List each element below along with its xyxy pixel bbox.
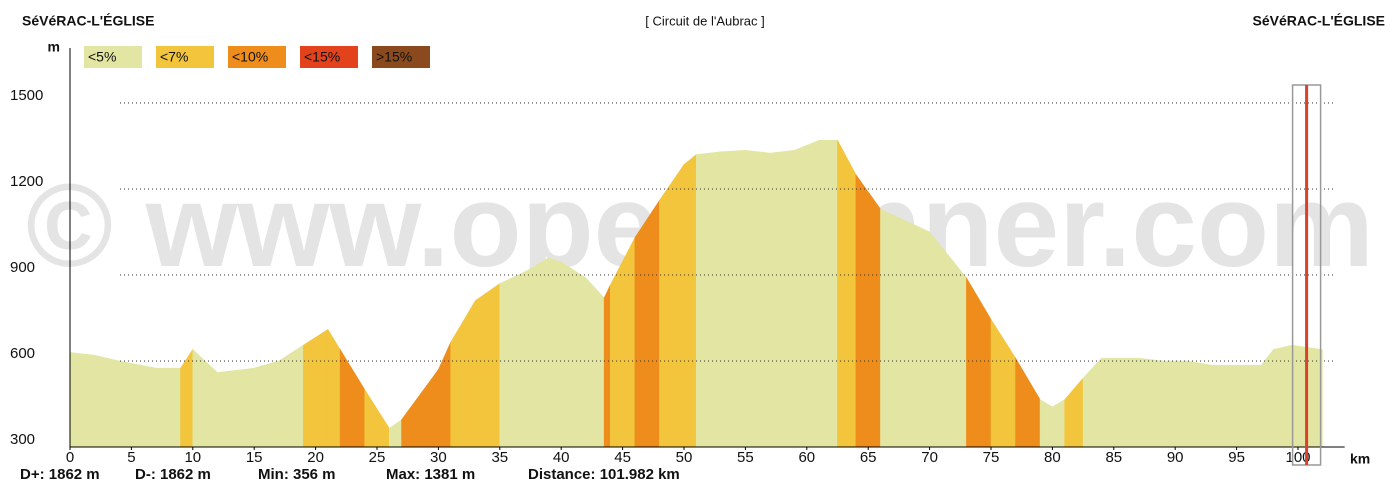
stat: Distance: 101.982 km [528, 466, 680, 483]
profile-segment [855, 173, 881, 448]
legend-swatch [156, 46, 214, 68]
profile-segment [880, 208, 930, 448]
profile-segment [474, 283, 501, 448]
profile-segment [278, 344, 304, 448]
profile-segment [720, 149, 746, 448]
x-tick-label: 100 [1285, 449, 1310, 466]
profile-segment [1138, 357, 1164, 448]
x-tick-label: 90 [1167, 449, 1184, 466]
profile-segment [1260, 348, 1274, 448]
profile-segment [180, 348, 194, 448]
profile-segment [438, 342, 451, 448]
y-axis-label: m [48, 39, 60, 55]
profile-segment [1064, 377, 1084, 448]
x-tick-label: 20 [307, 449, 324, 466]
x-tick-label: 45 [614, 449, 631, 466]
chart-title: [ Circuit de l'Aubrac ] [645, 13, 765, 28]
start-label: SéVéRAC-L'ÉGLISE [22, 13, 154, 29]
profile-segment [69, 352, 95, 448]
x-tick-label: 75 [983, 449, 1000, 466]
profile-segment [339, 348, 366, 448]
profile-segment [837, 140, 857, 448]
profile-segment [118, 360, 157, 448]
profile-segment [683, 153, 697, 448]
profile-segment [1236, 364, 1262, 448]
profile-segment [524, 257, 550, 448]
profile-segment [794, 139, 820, 448]
y-tick-label: 600 [10, 345, 35, 362]
profile-segment [1273, 344, 1293, 448]
legend-label: <15% [304, 49, 340, 65]
profile-segment [192, 348, 218, 448]
x-tick-label: 95 [1228, 449, 1245, 466]
profile-segment [364, 388, 390, 448]
legend-label: <5% [88, 49, 116, 65]
profile-segment [560, 261, 587, 448]
x-tick-label: 40 [553, 449, 570, 466]
x-tick-label: 50 [676, 449, 693, 466]
legend-swatch [84, 46, 142, 68]
x-tick-label: 30 [430, 449, 447, 466]
profile-segment [303, 328, 329, 448]
profile-segment [548, 257, 562, 448]
x-axis-label: km [1350, 451, 1370, 467]
profile-segment [1082, 357, 1102, 448]
legend-swatch [228, 46, 286, 68]
x-tick-label: 5 [127, 449, 135, 466]
x-tick-label: 15 [246, 449, 263, 466]
x-tick-label: 55 [737, 449, 754, 466]
profile-segment [1101, 357, 1139, 448]
x-tick-label: 60 [798, 449, 815, 466]
x-tick-label: 70 [921, 449, 938, 466]
legend-swatch [372, 46, 430, 68]
profile-segment [990, 318, 1016, 448]
profile-segment [1015, 357, 1041, 448]
profile-segment [401, 368, 439, 448]
profile-segment [745, 149, 771, 448]
profile-segment [966, 276, 992, 448]
end-label: SéVéRAC-L'ÉGLISE [1253, 13, 1385, 29]
profile-segment [1187, 360, 1213, 448]
profile-segment [499, 271, 525, 448]
profile-segment [769, 149, 795, 448]
x-tick-label: 0 [66, 449, 74, 466]
profile-segment [634, 199, 660, 448]
profile-segment [94, 354, 120, 448]
profile-segment [217, 367, 255, 448]
y-tick-label: 900 [10, 259, 35, 276]
profile-segment [603, 284, 611, 448]
stat: Max: 1381 m [386, 466, 475, 483]
profile-segment [1162, 360, 1188, 448]
profile-segment [659, 163, 685, 448]
stat: D+: 1862 m [20, 466, 100, 483]
y-tick-label: 1200 [10, 173, 43, 190]
profile-segment [695, 151, 722, 448]
x-tick-label: 85 [1105, 449, 1122, 466]
stat: Min: 356 m [258, 466, 336, 483]
x-tick-label: 35 [491, 449, 508, 466]
profile-segment [327, 328, 341, 448]
profile-segment [253, 360, 280, 448]
legend-label: >15% [376, 49, 412, 65]
stat: D-: 1862 m [135, 466, 211, 483]
legend-label: <10% [232, 49, 268, 65]
x-tick-label: 65 [860, 449, 877, 466]
legend-label: <7% [160, 49, 188, 65]
legend-swatch [300, 46, 358, 68]
x-tick-label: 25 [369, 449, 386, 466]
profile-segment [450, 299, 476, 448]
profile-segment [388, 419, 402, 448]
profile-segment [1211, 364, 1237, 448]
y-tick-label: 300 [10, 431, 35, 448]
x-tick-label: 80 [1044, 449, 1061, 466]
x-tick-label: 10 [184, 449, 201, 466]
profile-segment [585, 277, 605, 448]
profile-segment [1052, 399, 1065, 448]
y-tick-label: 1500 [10, 87, 43, 104]
profile-segment [818, 139, 838, 448]
profile-segment [155, 367, 181, 448]
profile-segment [1039, 399, 1053, 448]
